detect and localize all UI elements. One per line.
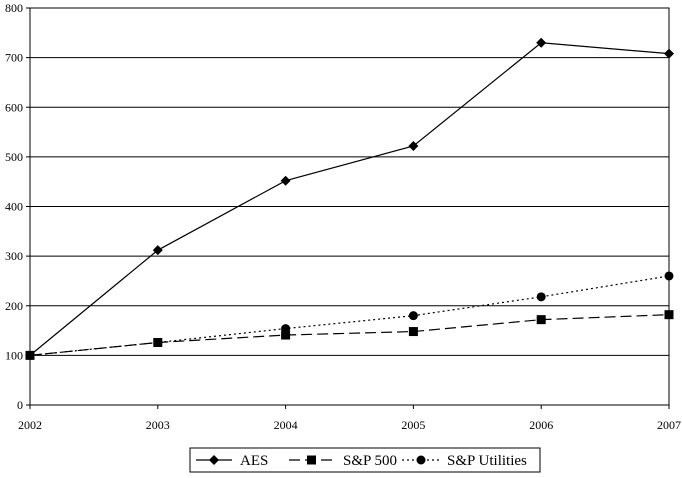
legend-label: S&P 500 bbox=[343, 453, 397, 469]
y-tick-label: 700 bbox=[5, 51, 23, 65]
series-line-aes bbox=[29, 42, 670, 356]
data-point-s-p-500 bbox=[281, 330, 291, 340]
data-point-s-p-utilities bbox=[536, 292, 546, 302]
x-tick-label: 2004 bbox=[274, 418, 298, 432]
legend-marker-3 bbox=[416, 455, 426, 465]
y-tick-label: 200 bbox=[5, 299, 23, 313]
data-point-s-p-utilities bbox=[153, 337, 163, 347]
series-line-s-p-utilities bbox=[29, 275, 670, 356]
data-point-s-p-500 bbox=[536, 315, 546, 325]
data-point-s-p-500 bbox=[408, 327, 418, 337]
y-tick-label: 600 bbox=[5, 100, 23, 114]
y-tick-label: 500 bbox=[5, 150, 23, 164]
data-point-s-p-utilities bbox=[25, 350, 35, 360]
legend-marker-1 bbox=[209, 455, 219, 465]
plot-area-border bbox=[29, 7, 670, 406]
data-point-s-p-utilities bbox=[408, 311, 418, 321]
legend: AES S&P 500 S&P Utilities bbox=[189, 447, 541, 473]
data-point-s-p-utilities bbox=[664, 271, 674, 281]
y-tick-label: 800 bbox=[5, 1, 23, 15]
legend-marker-2 bbox=[307, 455, 316, 465]
y-tick-label: 100 bbox=[5, 348, 23, 362]
legend-label: AES bbox=[240, 453, 268, 469]
series-line-s-p-500 bbox=[29, 314, 670, 356]
axes: 0 100 200 300 400 500 600 700 800 2002 2003 2004 200… bbox=[5, 1, 681, 432]
legend-box bbox=[189, 447, 541, 473]
y-tick-label: 400 bbox=[5, 200, 23, 214]
data-point-aes bbox=[408, 140, 419, 151]
x-tick-label: 2005 bbox=[401, 418, 425, 432]
data-point-aes bbox=[280, 175, 291, 186]
data-point-s-p-utilities bbox=[281, 324, 291, 334]
x-tick-label: 2006 bbox=[529, 418, 553, 432]
series-lines bbox=[25, 37, 674, 361]
data-point-s-p-500 bbox=[664, 310, 674, 320]
x-tick-label: 2003 bbox=[146, 418, 170, 432]
data-point-aes bbox=[664, 48, 674, 59]
y-tick-label: 0 bbox=[17, 398, 23, 412]
data-point-aes bbox=[536, 37, 547, 48]
y-tick-label: 300 bbox=[5, 249, 23, 263]
legend-label: S&P Utilities bbox=[447, 453, 527, 469]
x-tick-label: 2002 bbox=[18, 418, 42, 432]
x-tick-label: 2007 bbox=[657, 418, 681, 432]
data-point-aes bbox=[152, 245, 163, 256]
